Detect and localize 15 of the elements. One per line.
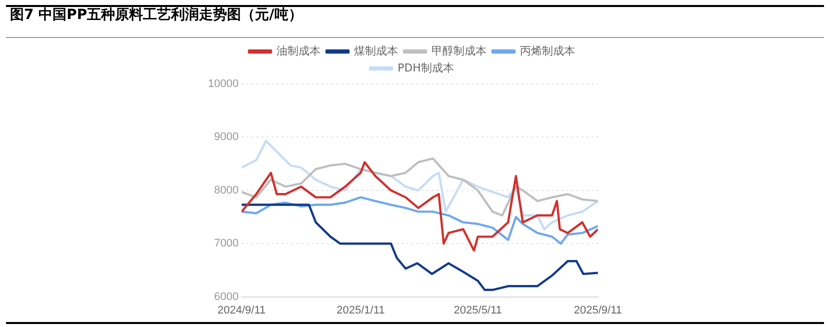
x-tick-label: 2025/1/11 — [336, 304, 385, 316]
chart-title: 图7 中国PP五种原料工艺利润走势图（元/吨） — [10, 6, 304, 25]
y-tick-label: 6000 — [214, 290, 239, 303]
y-tick-label: 10000 — [208, 78, 239, 90]
y-tick-label: 8000 — [214, 184, 239, 196]
x-tick-label: 2024/9/11 — [218, 304, 266, 316]
legend-label: 甲醇制成本 — [432, 44, 486, 58]
legend-label: 煤制成本 — [354, 44, 398, 58]
y-tick-label: 9000 — [214, 131, 239, 144]
x-tick-label: 2025/9/11 — [574, 304, 622, 316]
y-tick-label: 7000 — [214, 238, 239, 250]
legend-label: 丙烯制成本 — [520, 44, 575, 58]
legend-label: PDH制成本 — [398, 61, 454, 74]
legend-label: 油制成本 — [276, 44, 320, 58]
x-tick-label: 2025/5/11 — [454, 304, 502, 316]
